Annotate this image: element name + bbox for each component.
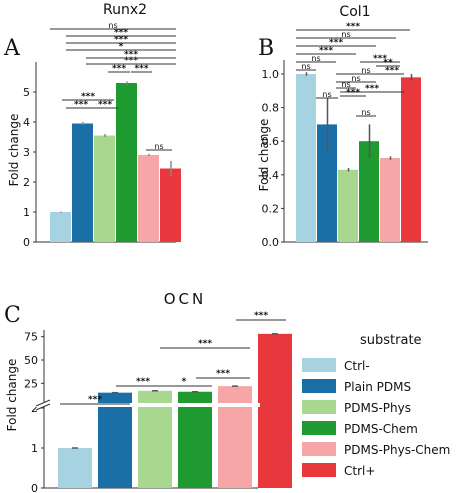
y-axis-label-c: Fold change xyxy=(5,359,19,432)
legend-entry: Ctrl- xyxy=(344,359,370,373)
legend-swatch xyxy=(302,400,336,414)
significance-label-b: *** xyxy=(373,54,387,64)
significance-label-a: *** xyxy=(134,64,148,74)
bar-c-ctrl- xyxy=(258,333,292,488)
significance-label-a: * xyxy=(119,42,124,52)
bar-a-pdms-chem xyxy=(116,83,137,242)
y-tick-label-b: 1.0 xyxy=(262,68,280,81)
y-tick-label-c: 25 xyxy=(24,377,38,390)
y-tick-label-b: 0.6 xyxy=(262,135,280,148)
legend-entry: PDMS-Chem xyxy=(344,422,418,436)
bar-c-pdms-phys-chem xyxy=(218,386,252,488)
significance-label-b: *** xyxy=(329,38,343,48)
axis-break-gap xyxy=(30,403,260,407)
y-axis-label-a: Fold change xyxy=(7,114,21,187)
bar-a-pdms-phys xyxy=(94,135,115,242)
bar-c-ctrl- xyxy=(58,448,92,488)
significance-label-b: ns xyxy=(341,80,350,89)
y-tick-label-c: 50 xyxy=(24,354,38,367)
legend-swatch xyxy=(302,463,336,477)
y-axis-label-b: Fold change xyxy=(257,119,271,192)
significance-label-b: ns xyxy=(341,30,350,39)
legend-swatch xyxy=(302,421,336,435)
legend-title: substrate xyxy=(360,333,422,348)
significance-label-a: *** xyxy=(114,35,128,45)
significance-label-b: *** xyxy=(319,46,333,56)
significance-label-b: ns xyxy=(361,66,370,75)
chart-title-col1: Col1 xyxy=(339,4,370,20)
significance-label-c: *** xyxy=(136,377,150,387)
y-tick-label-c: 0 xyxy=(31,482,38,493)
axis-break-mark xyxy=(35,403,51,411)
legend-entry: Plain PDMS xyxy=(344,380,411,394)
bar-b-pdms-phys xyxy=(338,169,358,242)
y-tick-label-a: 5 xyxy=(23,86,30,99)
bar-a-ctrl- xyxy=(50,212,71,242)
y-tick-label-a: 4 xyxy=(23,116,30,129)
y-tick-label-a: 0 xyxy=(23,236,30,249)
significance-label-b: *** xyxy=(385,66,399,76)
legend-entry: PDMS-Phys-Chem xyxy=(344,443,450,457)
y-tick-label-c: 2 xyxy=(31,402,38,415)
y-tick-label-a: 1 xyxy=(23,206,30,219)
significance-label-c: * xyxy=(182,377,187,387)
significance-label-b: ns xyxy=(322,90,331,99)
bar-b-ctrl- xyxy=(401,77,421,242)
significance-label-b: ** xyxy=(383,58,393,68)
bar-a-ctrl- xyxy=(160,168,181,242)
significance-label-b: ns xyxy=(301,62,310,71)
chart-title-runx2: Runx2 xyxy=(103,2,147,18)
y-tick-label-b: 0.4 xyxy=(262,169,280,182)
significance-label-b: *** xyxy=(365,84,379,94)
bar-c-pdms-chem xyxy=(178,391,212,488)
significance-label-b: ns xyxy=(361,108,370,117)
panel-letter-a: A xyxy=(3,36,21,61)
significance-label-c: *** xyxy=(198,339,212,349)
bar-b-pdms-phys-chem xyxy=(380,158,400,242)
bar-c-plain-pdms xyxy=(98,392,132,488)
significance-label-c: *** xyxy=(254,311,268,321)
significance-label-a: *** xyxy=(124,50,138,60)
y-tick-label-b: 0.0 xyxy=(262,236,280,249)
bar-b-ctrl- xyxy=(296,74,316,242)
significance-label-c: *** xyxy=(88,395,102,405)
legend-entry: PDMS-Phys xyxy=(344,401,411,415)
axis-break-mark xyxy=(35,399,51,407)
y-tick-label-c: 75 xyxy=(24,331,38,344)
significance-label-b: *** xyxy=(346,22,360,32)
legend-entry: Ctrl+ xyxy=(344,464,375,478)
significance-label-a: *** xyxy=(124,56,138,66)
significance-label-a: *** xyxy=(81,92,95,102)
significance-label-a: *** xyxy=(98,100,112,110)
bar-a-pdms-phys-chem xyxy=(138,155,159,242)
significance-label-c: *** xyxy=(216,369,230,379)
panel-letter-b: B xyxy=(258,36,274,61)
panel-letter-c: C xyxy=(4,303,21,328)
y-tick-label-b: 0.2 xyxy=(262,202,280,215)
significance-label-a: ns xyxy=(154,142,163,151)
significance-label-b: ns xyxy=(311,54,320,63)
legend-swatch xyxy=(302,442,336,456)
significance-label-a: ns xyxy=(108,21,117,30)
bar-b-pdms-chem xyxy=(359,141,379,242)
y-tick-label-b: 0.8 xyxy=(262,102,280,115)
chart-title-ocn: OCN xyxy=(164,290,207,308)
significance-label-a: *** xyxy=(74,100,88,110)
significance-label-a: *** xyxy=(114,28,128,38)
y-tick-label-c: 1 xyxy=(31,442,38,455)
significance-label-a: *** xyxy=(112,64,126,74)
legend-swatch xyxy=(302,358,336,372)
bar-a-plain-pdms xyxy=(72,123,93,242)
significance-label-b: ns xyxy=(351,74,360,83)
legend-swatch xyxy=(302,379,336,393)
y-tick-label-a: 2 xyxy=(23,176,30,189)
bar-b-plain-pdms xyxy=(317,124,337,242)
significance-label-b: *** xyxy=(346,88,360,98)
y-tick-label-a: 3 xyxy=(23,146,30,159)
